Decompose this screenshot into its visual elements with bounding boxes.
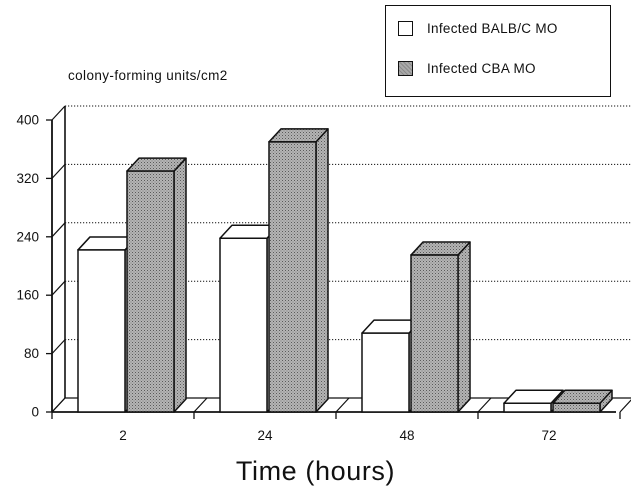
legend-item-balbc: Infected BALB/C MO <box>398 21 558 36</box>
y-axis-label: colony-forming units/cm2 <box>68 68 228 83</box>
left-wall-diagonal <box>51 280 66 296</box>
bar-balbc-2 <box>77 236 138 413</box>
legend-label-balbc: Infected BALB/C MO <box>427 21 558 36</box>
legend-swatch-gray <box>398 61 413 76</box>
bar-cba-24 <box>268 128 329 413</box>
floor-divider <box>335 397 350 413</box>
legend-label-cba: Infected CBA MO <box>427 61 536 76</box>
y-tick-label: 0 <box>31 405 39 420</box>
y-tick-label: 400 <box>16 113 39 128</box>
x-tick-label: 2 <box>119 428 127 443</box>
floor-divider <box>477 397 492 413</box>
bar-cba-48 <box>410 241 471 413</box>
left-wall-diagonal <box>51 222 66 238</box>
y-tick-label: 320 <box>16 171 39 186</box>
left-wall-diagonal <box>51 339 66 355</box>
y-tick-label: 160 <box>16 288 39 303</box>
bar-cba-72 <box>552 389 613 413</box>
y-tick-label: 240 <box>16 229 39 244</box>
x-axis-label: Time (hours) <box>235 456 396 486</box>
floor-divider <box>51 397 66 413</box>
x-tick-label: 48 <box>399 428 414 443</box>
legend: Infected BALB/C MO Infected CBA MO <box>385 5 611 97</box>
x-tick-label: 24 <box>257 428 273 443</box>
y-tick-label: 80 <box>24 346 39 361</box>
legend-swatch-white <box>398 21 413 36</box>
x-tick-label: 72 <box>541 428 556 443</box>
floor-divider <box>619 399 631 413</box>
bar-cba-2 <box>126 157 187 413</box>
legend-item-cba: Infected CBA MO <box>398 61 536 76</box>
left-wall-diagonal <box>51 105 66 121</box>
floor-divider <box>193 397 208 413</box>
left-wall-diagonal <box>51 163 66 179</box>
